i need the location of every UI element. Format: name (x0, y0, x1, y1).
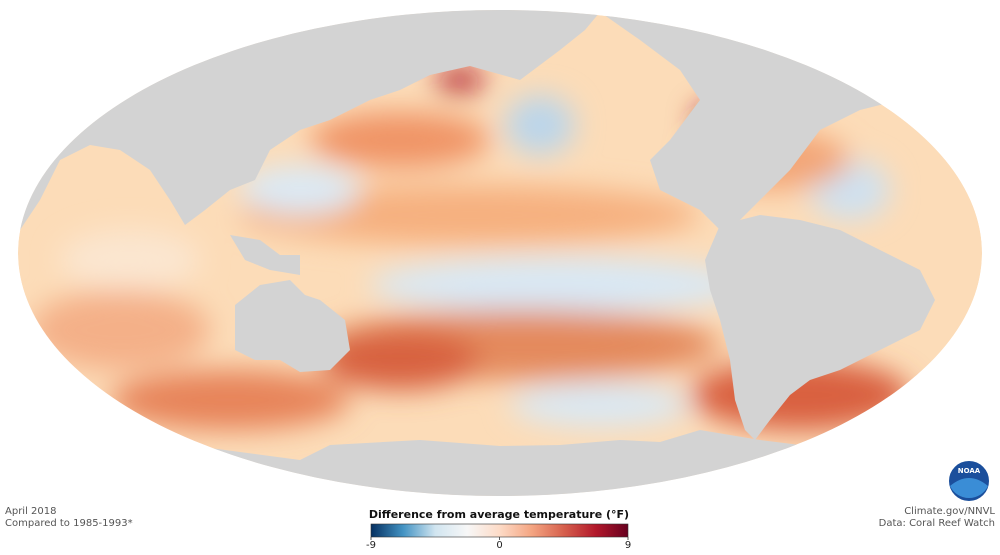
colorbar (370, 523, 629, 538)
australia (235, 280, 350, 372)
colorbar-tick-label: 0 (496, 540, 502, 551)
baseline: Compared to 1985-1993* (5, 518, 133, 529)
credit: Climate.gov/NNVL (904, 506, 995, 517)
maritime-continent (230, 235, 300, 275)
noaa-logo: NOAA (947, 459, 991, 503)
south-america (705, 215, 935, 440)
source: Data: Coral Reef Watch (879, 518, 995, 529)
logo-text: NOAA (958, 467, 981, 475)
date: April 2018 (5, 506, 56, 517)
colorbar-tick-label: 9 (625, 540, 631, 551)
land-north (18, 10, 982, 240)
colorbar-tick-label: -9 (366, 540, 376, 551)
legend-title: Difference from average temperature (°F) (369, 508, 629, 521)
